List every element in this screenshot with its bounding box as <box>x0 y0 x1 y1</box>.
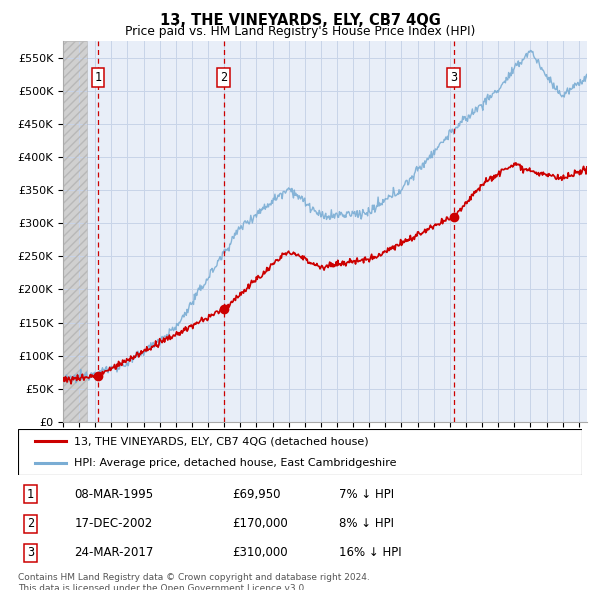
Text: HPI: Average price, detached house, East Cambridgeshire: HPI: Average price, detached house, East… <box>74 457 397 467</box>
Text: 8% ↓ HPI: 8% ↓ HPI <box>340 517 394 530</box>
Text: 3: 3 <box>450 71 457 84</box>
Text: 17-DEC-2002: 17-DEC-2002 <box>74 517 152 530</box>
Text: 16% ↓ HPI: 16% ↓ HPI <box>340 546 402 559</box>
Text: 1: 1 <box>27 488 34 501</box>
Text: £310,000: £310,000 <box>232 546 288 559</box>
Text: 3: 3 <box>27 546 34 559</box>
Text: 24-MAR-2017: 24-MAR-2017 <box>74 546 154 559</box>
Text: 13, THE VINEYARDS, ELY, CB7 4QG: 13, THE VINEYARDS, ELY, CB7 4QG <box>160 13 440 28</box>
Text: 13, THE VINEYARDS, ELY, CB7 4QG (detached house): 13, THE VINEYARDS, ELY, CB7 4QG (detache… <box>74 437 369 447</box>
Text: 7% ↓ HPI: 7% ↓ HPI <box>340 488 395 501</box>
Text: 2: 2 <box>220 71 227 84</box>
Bar <box>63 41 87 422</box>
Text: 1: 1 <box>95 71 102 84</box>
Text: 08-MAR-1995: 08-MAR-1995 <box>74 488 154 501</box>
Text: £170,000: £170,000 <box>232 517 288 530</box>
Text: 2: 2 <box>27 517 34 530</box>
Text: Contains HM Land Registry data © Crown copyright and database right 2024.
This d: Contains HM Land Registry data © Crown c… <box>18 573 370 590</box>
Bar <box>63 41 87 422</box>
Text: Price paid vs. HM Land Registry's House Price Index (HPI): Price paid vs. HM Land Registry's House … <box>125 25 475 38</box>
Text: £69,950: £69,950 <box>232 488 281 501</box>
